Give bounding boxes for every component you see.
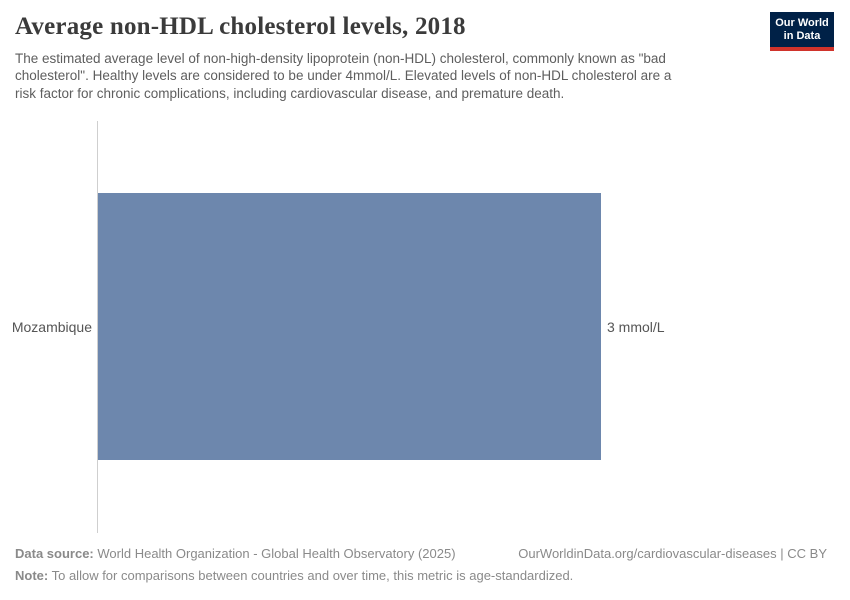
data-source-value: World Health Organization - Global Healt… (97, 546, 456, 561)
y-axis-line (97, 121, 98, 533)
data-source-text: Data source: World Health Organization -… (15, 546, 456, 562)
owid-logo[interactable]: Our World in Data (770, 12, 834, 51)
chart-header: Average non-HDL cholesterol levels, 2018… (15, 13, 755, 102)
bar[interactable] (98, 193, 601, 460)
subtitle-line: risk factor for chronic complications, i… (15, 85, 565, 101)
value-label: 3 mmol/L (607, 319, 665, 335)
bar-chart: Mozambique 3 mmol/L (0, 121, 850, 533)
page-title: Average non-HDL cholesterol levels, 2018 (15, 13, 466, 40)
entity-label: Mozambique (11, 319, 92, 335)
bar-track (98, 193, 601, 460)
data-source-label: Data source: (15, 546, 94, 561)
footer-note-row: Note: To allow for comparisons between c… (15, 568, 827, 584)
footer-source-row: Data source: World Health Organization -… (15, 546, 827, 562)
chart-subtitle: The estimated average level of non-high-… (15, 50, 755, 102)
subtitle-line: cholesterol". Healthy levels are conside… (15, 68, 672, 84)
owid-logo-line1: Our World (775, 17, 829, 29)
subtitle-line: The estimated average level of non-high-… (15, 51, 666, 66)
note-text: To allow for comparisons between countri… (51, 568, 574, 583)
note-label: Note: (15, 568, 49, 583)
chart-footer: Data source: World Health Organization -… (15, 546, 827, 584)
owid-url-link[interactable]: OurWorldinData.org/cardiovascular-diseas… (518, 546, 827, 561)
owid-logo-line2: in Data (783, 30, 821, 42)
